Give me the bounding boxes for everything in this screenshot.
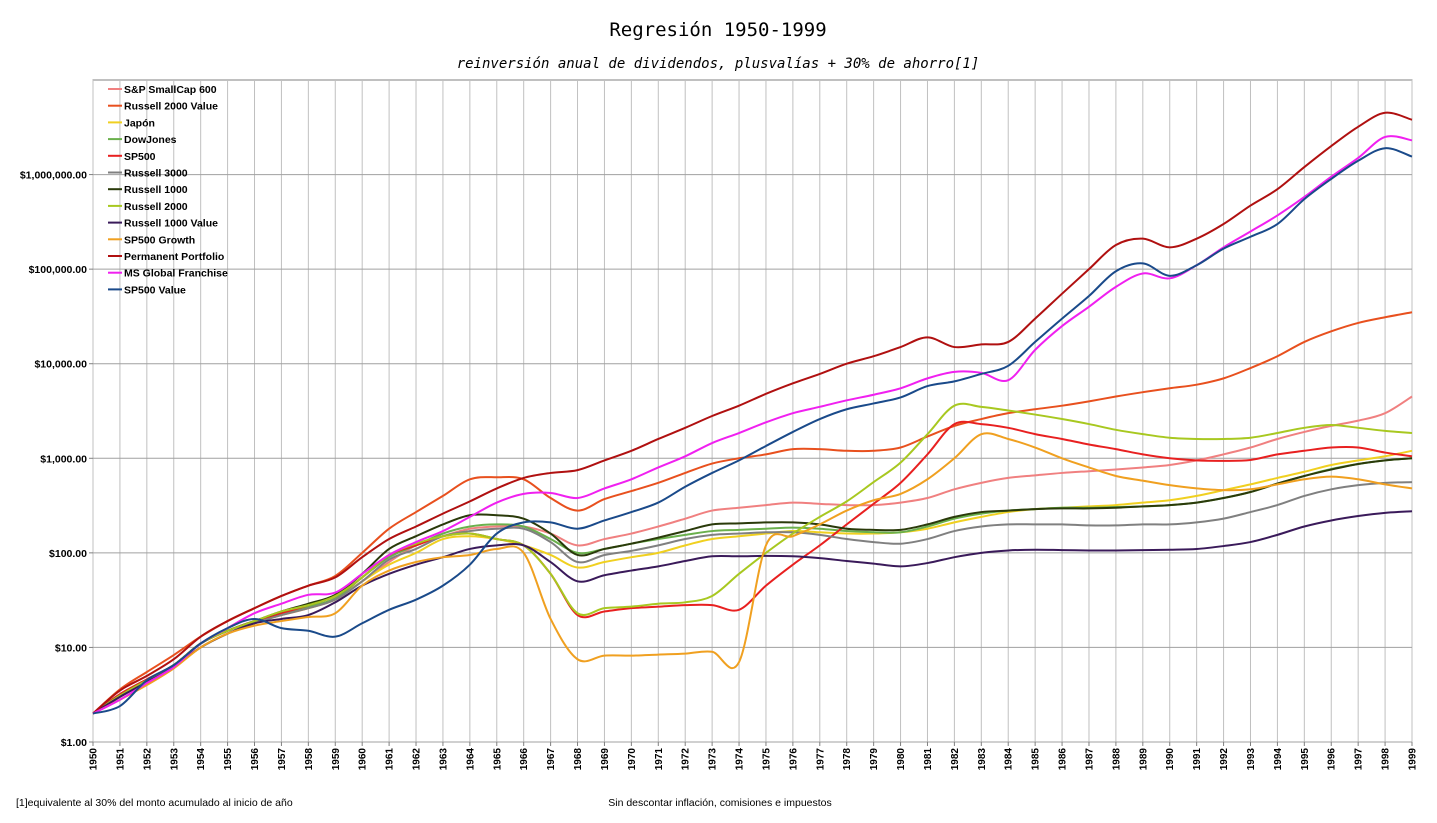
y-tick-label: $10,000.00 (34, 359, 87, 371)
x-tick-label: 1964 (465, 748, 476, 771)
legend-label: SP500 Growth (124, 234, 195, 246)
x-tick-label: 1957 (277, 748, 288, 771)
plot-frame (92, 79, 1413, 743)
bottom-note: Sin descontar inflación, comisiones e im… (608, 797, 832, 809)
y-tick-label: $1,000.00 (40, 453, 87, 465)
y-tick-label: $1.00 (61, 737, 87, 749)
series-line (92, 111, 1413, 715)
chart-title: Regresión 1950-1999 (609, 19, 826, 41)
x-tick-label: 1998 (1381, 748, 1392, 771)
y-axis: $1.00 $10.00 $100.00 $1,000.00 $10,000.00 $10… (20, 170, 93, 749)
legend-label: Russell 1000 (124, 184, 188, 196)
x-tick-label: 1967 (546, 748, 557, 771)
x-tick-label: 1962 (412, 748, 423, 771)
x-tick-label: 1972 (681, 748, 692, 771)
x-tick-label: 1997 (1354, 748, 1365, 771)
series-lines (92, 111, 1413, 715)
x-tick-label: 1955 (223, 748, 234, 771)
x-tick-label: 1985 (1031, 748, 1042, 771)
legend-label: Russell 2000 (124, 201, 188, 213)
x-tick-label: 1963 (438, 748, 449, 771)
legend-label: Russell 1000 Value (124, 218, 218, 230)
x-tick-label: 1956 (250, 748, 261, 771)
legend-label: S&P SmallCap 600 (124, 84, 217, 96)
x-tick-label: 1973 (708, 748, 719, 771)
x-tick-label: 1975 (761, 748, 772, 771)
x-tick-label: 1992 (1219, 748, 1230, 771)
x-tick-label: 1984 (1004, 748, 1015, 771)
x-tick-label: 1966 (519, 748, 530, 771)
x-tick-label: 1988 (1111, 748, 1122, 771)
gridlines (92, 79, 1413, 743)
series-line (92, 457, 1413, 715)
x-tick-label: 1951 (115, 748, 126, 771)
x-tick-label: 1950 (89, 748, 100, 771)
x-tick-label: 1995 (1300, 748, 1311, 771)
x-tick-label: 1982 (950, 748, 961, 771)
x-tick-label: 1996 (1327, 748, 1338, 771)
x-tick-label: 1970 (627, 748, 638, 771)
x-axis: 1950 1951 1952 1953 1954 1955 1956 1957 1958 1959… (89, 742, 1419, 770)
legend-label: SP500 (124, 151, 156, 163)
chart-subtitle: reinversión anual de dividendos, plusval… (457, 56, 980, 72)
x-tick-label: 1980 (896, 748, 907, 771)
legend: S&P SmallCap 600 Russell 2000 Value Japón D… (108, 84, 228, 296)
series-line (92, 510, 1413, 715)
y-tick-label: $1,000,000.00 (20, 170, 87, 182)
series-line (92, 402, 1413, 715)
y-tick-label: $100.00 (49, 548, 87, 560)
x-tick-label: 1971 (654, 748, 665, 771)
x-tick-label: 1983 (977, 748, 988, 771)
x-tick-label: 1969 (600, 748, 611, 771)
y-tick-label: $10.00 (55, 642, 87, 654)
x-tick-label: 1981 (923, 748, 934, 771)
x-tick-label: 1991 (1192, 748, 1203, 771)
x-tick-label: 1974 (735, 748, 746, 771)
series-line (92, 135, 1413, 715)
series-line (92, 395, 1413, 715)
x-tick-label: 1953 (169, 748, 180, 771)
x-tick-label: 1968 (573, 748, 584, 771)
legend-label: SP500 Value (124, 284, 186, 296)
x-tick-label: 1999 (1408, 748, 1419, 771)
x-tick-label: 1952 (142, 748, 153, 771)
legend-label: Russell 2000 Value (124, 101, 218, 113)
series-line (92, 420, 1413, 715)
legend-label: Russell 3000 (124, 168, 188, 180)
x-tick-label: 1961 (385, 748, 396, 771)
series-line (92, 432, 1413, 715)
x-tick-label: 1979 (869, 748, 880, 771)
x-tick-label: 1994 (1273, 748, 1284, 771)
legend-label: Permanent Portfolio (124, 251, 224, 263)
series-line (92, 481, 1413, 715)
x-tick-label: 1965 (492, 748, 503, 771)
y-tick-label: $100,000.00 (29, 264, 88, 276)
x-tick-label: 1993 (1246, 748, 1257, 771)
series-line (92, 311, 1413, 715)
x-tick-label: 1978 (842, 748, 853, 771)
x-tick-label: 1990 (1165, 748, 1176, 771)
series-line (92, 147, 1413, 715)
series-line (92, 457, 1413, 715)
legend-label: Japón (124, 117, 155, 129)
x-tick-label: 1960 (358, 748, 369, 771)
x-tick-label: 1977 (815, 748, 826, 771)
x-tick-label: 1959 (331, 748, 342, 771)
x-tick-label: 1954 (196, 748, 207, 771)
x-tick-label: 1986 (1058, 748, 1069, 771)
x-tick-label: 1989 (1138, 748, 1149, 771)
x-tick-label: 1987 (1084, 748, 1095, 771)
x-tick-label: 1976 (788, 748, 799, 771)
legend-label: DowJones (124, 134, 177, 146)
legend-label: MS Global Franchise (124, 268, 228, 280)
x-tick-label: 1958 (304, 748, 315, 771)
footnote: [1]equivalente al 30% del monto acumulad… (16, 797, 293, 809)
